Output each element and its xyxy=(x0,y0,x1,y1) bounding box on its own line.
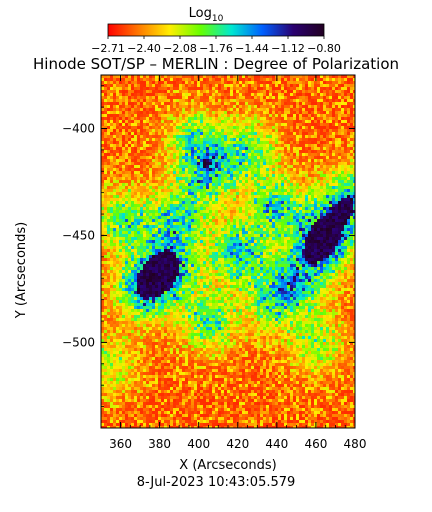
x-tick-label: 480 xyxy=(344,437,367,451)
axis-ticks: 360 380 400 420 440 460 480 −400 −450 −500 xyxy=(62,75,366,451)
x-tick-label: 360 xyxy=(109,437,132,451)
x-tick-label: 420 xyxy=(226,437,249,451)
heatmap-image xyxy=(101,75,355,428)
timestamp: 8-Jul-2023 10:43:05.579 xyxy=(137,475,296,490)
chart-title: Hinode SOT/SP – MERLIN : Degree of Polar… xyxy=(33,55,399,73)
x-axis-label: X (Arcseconds) xyxy=(179,458,276,473)
x-tick-label: 400 xyxy=(187,437,210,451)
colorbar-tick-label: −1.44 xyxy=(235,42,269,55)
y-tick-label: −450 xyxy=(62,228,95,242)
colorbar-label: Log10 xyxy=(189,6,224,24)
colorbar-tick-label: −2.71 xyxy=(91,42,125,55)
colorbar-tick-label: −2.08 xyxy=(163,42,197,55)
colorbar-tick-label: −1.12 xyxy=(271,42,305,55)
y-tick-label: −500 xyxy=(62,335,95,349)
x-tick-label: 380 xyxy=(148,437,171,451)
x-tick-label: 440 xyxy=(265,437,288,451)
x-tick-label: 460 xyxy=(304,437,327,451)
colorbar-ticks: −2.71 −2.40 −2.08 −1.76 −1.44 −1.12 −0.80 xyxy=(91,36,341,55)
y-tick-label: −400 xyxy=(62,121,95,135)
colorbar-tick-label: −1.76 xyxy=(199,42,233,55)
colorbar xyxy=(107,23,325,37)
y-axis-label: Y (Arcseconds) xyxy=(14,222,29,319)
colorbar-tick-label: −0.80 xyxy=(307,42,341,55)
colorbar-tick-label: −2.40 xyxy=(127,42,161,55)
